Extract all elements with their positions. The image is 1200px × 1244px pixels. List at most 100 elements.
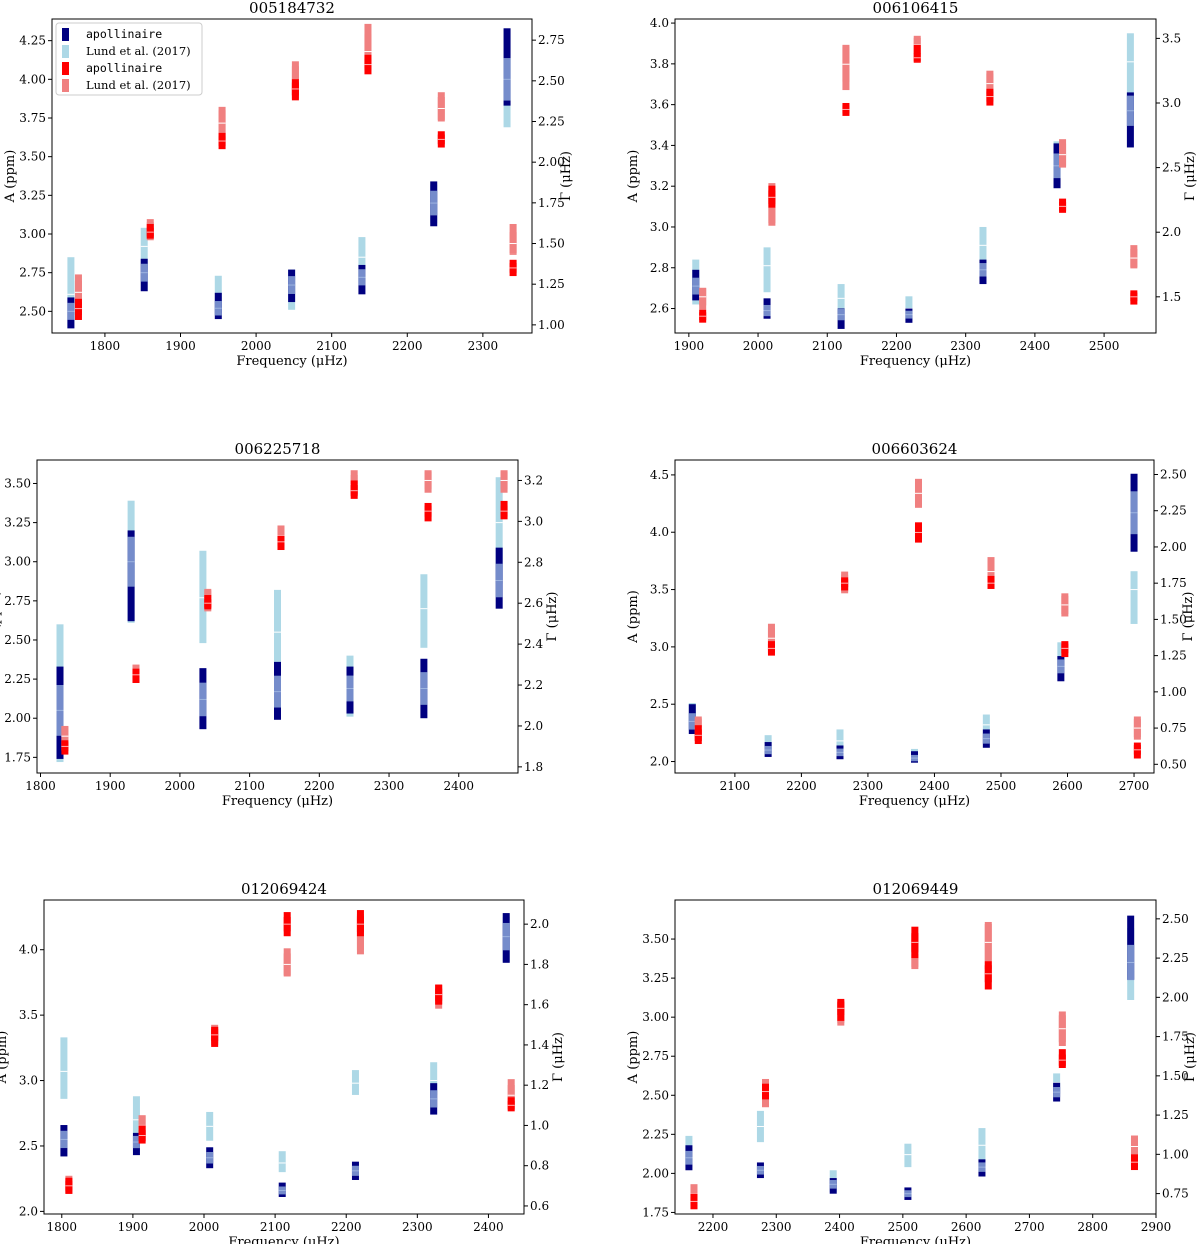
y-tick-label: 3.25 <box>642 971 669 985</box>
y2-tick-label: 2.50 <box>1162 912 1189 926</box>
y-tick-label: 2.75 <box>642 1049 669 1063</box>
series-apollinaire_A <box>60 913 510 1197</box>
x-tick-label: 2300 <box>402 1220 433 1234</box>
errorbar-lund_A <box>1057 642 1065 666</box>
y-tick-label: 3.8 <box>650 57 669 71</box>
x-axis-label: Frequency (μHz) <box>228 1235 339 1244</box>
y-tick-label: 2.5 <box>650 697 669 711</box>
plot-frame <box>674 459 1155 774</box>
y2-tick-label: 1.6 <box>530 998 549 1012</box>
y-tick-label: 4.0 <box>19 943 38 957</box>
y-tick-label: 3.50 <box>642 932 669 946</box>
y2-tick-label: 1.75 <box>1162 1030 1189 1044</box>
y-tick-label: 2.50 <box>642 1088 669 1102</box>
y2-tick-label: 1.8 <box>530 957 549 971</box>
panel-006603624: 006603624 2100 2200 2300 2400 2500 2600 2700 2.0… <box>626 440 1196 809</box>
x-tick-label: 2600 <box>1052 779 1083 793</box>
x-tick-label: 2300 <box>468 339 499 353</box>
plot-frame <box>43 899 525 1215</box>
y-tick-label: 2.0 <box>650 755 669 769</box>
y-axis-label: A (ppm) <box>626 590 641 644</box>
series-lund_A <box>692 33 1134 321</box>
y2-tick-label: 2.2 <box>524 678 543 692</box>
y-tick-label: 3.6 <box>650 98 669 112</box>
errorbar-lund_A <box>132 1096 140 1139</box>
y-tick-label: 3.5 <box>19 1008 38 1022</box>
x-axis-label: Frequency (μHz) <box>860 1235 971 1244</box>
x-tick-label: 2200 <box>881 339 912 353</box>
y2-tick-label: 2.6 <box>524 596 543 610</box>
errorbar-lund_A <box>420 574 428 648</box>
y-tick-label: 1.75 <box>642 1205 669 1219</box>
y-tick-label: 4.0 <box>650 525 669 539</box>
legend: apollinaire Lund et al. (2017) apollinaire… <box>55 22 203 96</box>
errorbar-lund_A <box>278 1151 286 1173</box>
x-tick-label: 2800 <box>1077 1220 1108 1234</box>
x-tick-label: 2700 <box>1119 779 1150 793</box>
y2-tick-label: 1.5 <box>1162 290 1181 304</box>
series-apollinaire_gamma <box>690 926 1138 1210</box>
y2-tick-label: 1.2 <box>530 1078 549 1092</box>
y-axis-label: A (ppm) <box>0 1031 10 1085</box>
x-tick-label: 2400 <box>824 1220 855 1234</box>
x-tick-label: 2200 <box>698 1220 729 1234</box>
y2-tick-label: 1.00 <box>1160 685 1187 699</box>
errorbar-lund_A <box>60 1037 68 1099</box>
y-tick-label: 3.0 <box>650 640 669 654</box>
y2-tick-label: 2.00 <box>538 155 565 169</box>
y2-tick-label: 0.8 <box>530 1159 549 1173</box>
y2-tick-label: 2.25 <box>1162 951 1189 965</box>
y-tick-label: 2.00 <box>4 711 31 725</box>
y-tick-label: 3.25 <box>19 188 46 202</box>
panel-005184732: 005184732 1800 1900 2000 2100 2200 2300 2.50 2.7… <box>3 0 574 369</box>
legend-swatch <box>62 28 69 41</box>
y2-tick-label: 1.50 <box>1162 1069 1189 1083</box>
y-tick-label: 3.4 <box>650 138 669 152</box>
y2-tick-label: 3.0 <box>524 514 543 528</box>
y2-tick-label: 2.5 <box>1162 161 1181 175</box>
y-tick-label: 1.75 <box>4 750 31 764</box>
y-tick-label: 4.25 <box>19 34 46 48</box>
y2-tick-label: 1.25 <box>1162 1108 1189 1122</box>
y2-axis-label: Γ (μHz) <box>551 1032 566 1082</box>
x-tick-label: 2300 <box>950 339 981 353</box>
x-tick-label: 2500 <box>986 779 1017 793</box>
y-tick-label: 3.0 <box>650 220 669 234</box>
x-tick-label: 2200 <box>304 779 335 793</box>
y-tick-label: 2.25 <box>4 672 31 686</box>
x-tick-label: 1900 <box>165 339 196 353</box>
x-tick-label: 1800 <box>90 339 121 353</box>
series-apollinaire_A <box>692 92 1134 329</box>
panel-title: 006603624 <box>872 440 958 458</box>
y2-tick-label: 2.00 <box>1160 540 1187 554</box>
x-tick-label: 1900 <box>95 779 126 793</box>
legend-swatch <box>62 62 69 75</box>
x-tick-label: 2300 <box>853 779 884 793</box>
x-tick-label: 2400 <box>443 779 474 793</box>
y-tick-label: 2.75 <box>4 594 31 608</box>
x-tick-label: 2000 <box>743 339 774 353</box>
series-lund_gamma <box>694 478 1141 742</box>
y2-tick-label: 1.0 <box>530 1118 549 1132</box>
x-tick-label: 2100 <box>316 339 347 353</box>
errorbar-lund_A <box>140 227 148 270</box>
y2-tick-label: 0.75 <box>1160 721 1187 735</box>
y2-axis-label: Γ (μHz) <box>1183 151 1198 201</box>
x-tick-label: 2000 <box>189 1220 220 1234</box>
panel-012069449: 012069449 2200 2300 2400 2500 2600 2700 2800 290… <box>626 880 1198 1244</box>
series-apollinaire_gamma <box>74 54 517 320</box>
y2-tick-label: 1.4 <box>530 1038 549 1052</box>
y2-tick-label: 0.50 <box>1160 757 1187 771</box>
y-tick-label: 3.0 <box>19 1074 38 1088</box>
panel-title: 012069424 <box>241 880 327 898</box>
y-tick-label: 3.2 <box>650 179 669 193</box>
x-tick-label: 2100 <box>812 339 843 353</box>
y-tick-label: 2.0 <box>19 1204 38 1218</box>
errorbar-lund_A <box>763 247 771 293</box>
y2-tick-label: 2.0 <box>530 917 549 931</box>
panel-006225718: 006225718 1800 1900 2000 2100 2200 2300 2400 1.7… <box>0 440 560 809</box>
y2-tick-label: 2.25 <box>1160 504 1187 518</box>
x-axis-label: Frequency (μHz) <box>860 354 971 369</box>
y-tick-label: 2.00 <box>642 1166 669 1180</box>
y2-axis-label: Γ (μHz) <box>559 151 574 201</box>
